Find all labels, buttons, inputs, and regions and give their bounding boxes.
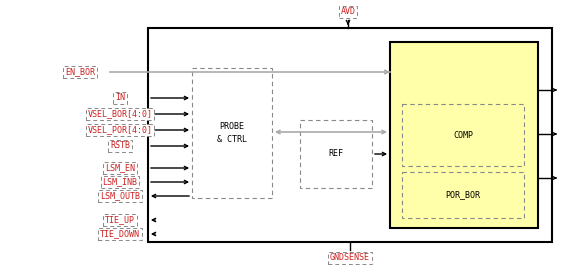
Text: PROBE
& CTRL: PROBE & CTRL [217,122,247,144]
Text: TIE_DOWN: TIE_DOWN [100,230,140,238]
Text: EN_BOR: EN_BOR [65,67,95,76]
Text: AVD: AVD [341,7,355,16]
Text: LSM_INB: LSM_INB [102,178,138,187]
Bar [148,28,552,242]
Text: REF: REF [328,150,344,158]
Bar [390,42,538,228]
Text: POR_BOR: POR_BOR [445,190,481,199]
Text: RSTB: RSTB [110,141,130,150]
Bar [192,68,272,198]
Text: IN: IN [115,93,125,102]
Text: LSM_EN: LSM_EN [105,164,135,173]
Text: TIE_UP: TIE_UP [105,215,135,224]
Bar [402,172,524,218]
Bar [402,104,524,166]
Text: VSEL_BOR[4:0]: VSEL_BOR[4:0] [88,110,152,118]
Text: GNDSENSE: GNDSENSE [330,253,370,262]
Text: LSM_OUTB: LSM_OUTB [100,192,140,201]
Text: VSEL_POR[4:0]: VSEL_POR[4:0] [88,125,152,135]
Text: COMP: COMP [453,130,473,139]
Bar [300,120,372,188]
